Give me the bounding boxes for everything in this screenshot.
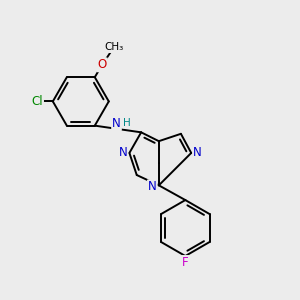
Text: CH₃: CH₃: [104, 42, 124, 52]
Text: O: O: [98, 58, 107, 71]
Text: H: H: [123, 118, 131, 128]
Text: N: N: [148, 180, 157, 193]
Text: N: N: [112, 117, 121, 130]
Text: F: F: [182, 256, 189, 269]
Text: Cl: Cl: [32, 95, 43, 108]
Text: N: N: [118, 146, 127, 159]
Text: N: N: [193, 146, 202, 159]
